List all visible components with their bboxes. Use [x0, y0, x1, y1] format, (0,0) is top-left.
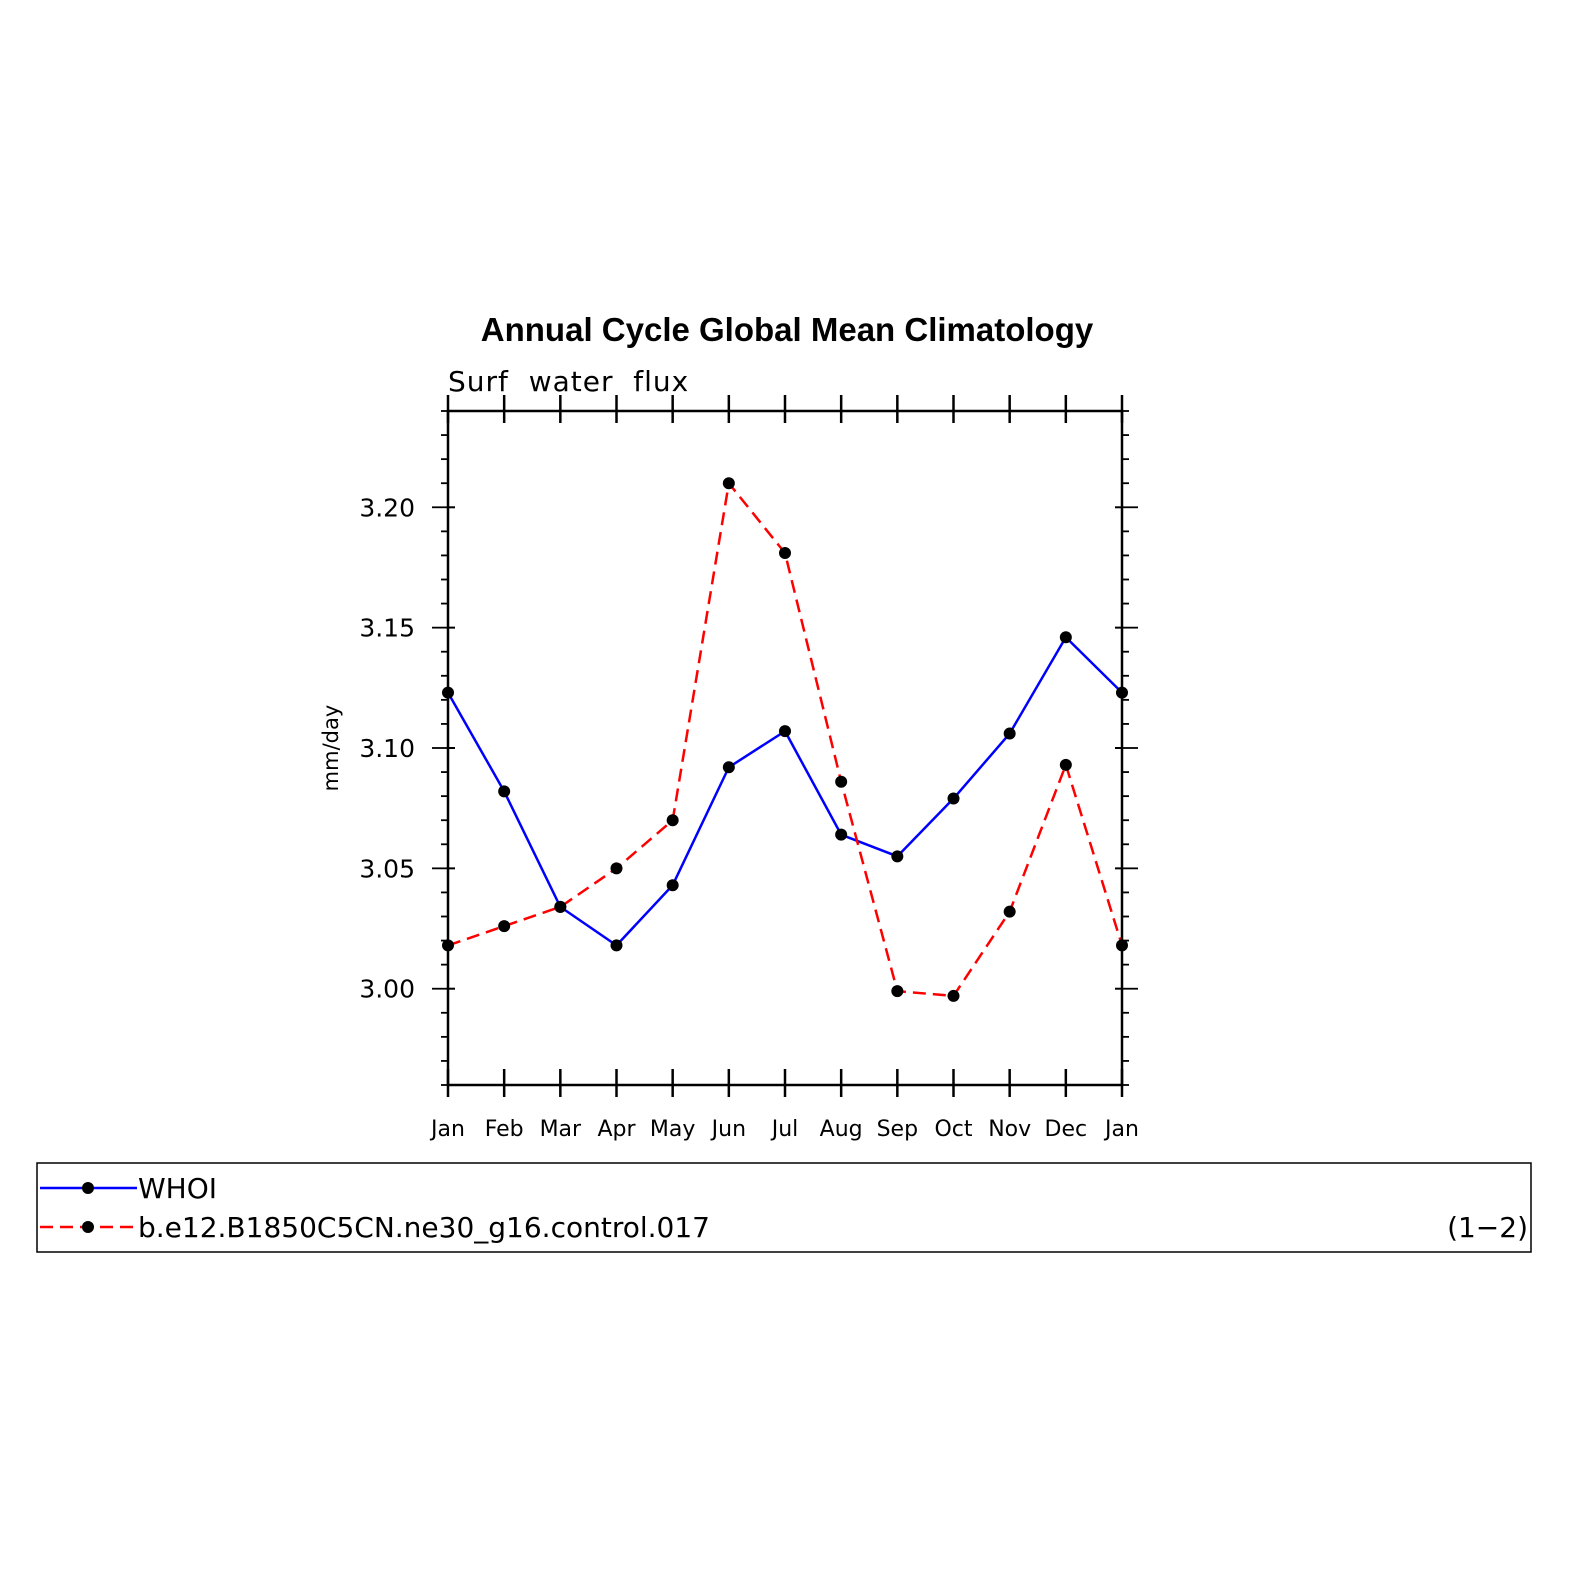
x-tick-label: Apr: [597, 1117, 636, 1142]
series-2-point: [835, 775, 848, 788]
legend-label-2: b.e12.B1850C5CN.ne30_g16.control.017: [138, 1211, 710, 1244]
y-tick-label: 3.10: [359, 734, 415, 763]
series-1-point: [1059, 631, 1072, 644]
series-1-point: [498, 785, 511, 798]
legend-label-1: WHOI: [138, 1172, 217, 1205]
axis-ticks: [432, 395, 1138, 1097]
series-1-point: [835, 828, 848, 841]
series-layer: [442, 477, 1128, 1002]
y-tick-label: 3.20: [359, 493, 415, 522]
x-tick-label: Dec: [1045, 1117, 1088, 1142]
y-tick-label: 3.00: [359, 975, 415, 1004]
y-axis-label: mm/day: [319, 705, 343, 792]
x-tick-label: Nov: [988, 1117, 1031, 1142]
x-tick-label: Oct: [934, 1117, 972, 1142]
legend-marker-2: [82, 1221, 94, 1233]
panel-label: (1−2): [1447, 1211, 1528, 1244]
series-2-point: [610, 862, 623, 875]
series-2-point: [666, 814, 679, 827]
series-line-2: [447, 481, 1124, 998]
legend-box: [36, 1162, 1532, 1253]
y-tick-label: 3.15: [359, 614, 415, 643]
x-tick-label: May: [650, 1117, 695, 1142]
legend-marker-1: [82, 1182, 94, 1194]
x-tick-label: Jun: [710, 1117, 746, 1142]
x-tick-label: Jan: [429, 1117, 465, 1142]
series-1-point: [947, 792, 960, 805]
series-1-point: [722, 761, 735, 774]
series-2-point: [498, 920, 511, 933]
y-tick-labels: 3.00 3.05 3.10 3.15 3.20: [359, 493, 415, 1003]
chart-subtitle: Surf water flux: [448, 365, 689, 398]
series-1-point: [779, 725, 791, 738]
y-tick-label: 3.05: [359, 854, 415, 883]
series-2-point: [722, 477, 735, 490]
series-2-point: [554, 900, 567, 913]
legend-entries: WHOI b.e12.B1850C5CN.ne30_g16.control.017: [40, 1172, 710, 1244]
x-tick-label: Mar: [540, 1117, 582, 1142]
plot-frame: [446, 409, 1124, 1087]
x-tick-labels: Jan Feb Mar Apr May Jun Jul Aug Sep Oct Nov Dec Jan: [429, 1117, 1139, 1142]
series-1-point: [891, 850, 904, 863]
x-tick-label: Aug: [820, 1117, 863, 1142]
legend: WHOI b.e12.B1850C5CN.ne30_g16.control.017…: [36, 1162, 1532, 1253]
x-tick-label: Jan: [1103, 1117, 1139, 1142]
series-2-point: [1059, 758, 1072, 771]
series-line-1: [446, 636, 1123, 947]
chart-title: Annual Cycle Global Mean Climatology: [481, 311, 1094, 348]
series-2-point: [891, 985, 904, 998]
x-tick-label: Feb: [485, 1117, 524, 1142]
x-tick-label: Jul: [770, 1117, 799, 1142]
series-1-point: [666, 879, 679, 892]
series-2-point: [779, 547, 791, 560]
x-tick-label: Sep: [877, 1117, 918, 1142]
series-1-point: [610, 939, 623, 952]
series-2-point: [1003, 905, 1016, 918]
series-2-point: [947, 989, 960, 1002]
series-1-point: [1003, 727, 1016, 740]
